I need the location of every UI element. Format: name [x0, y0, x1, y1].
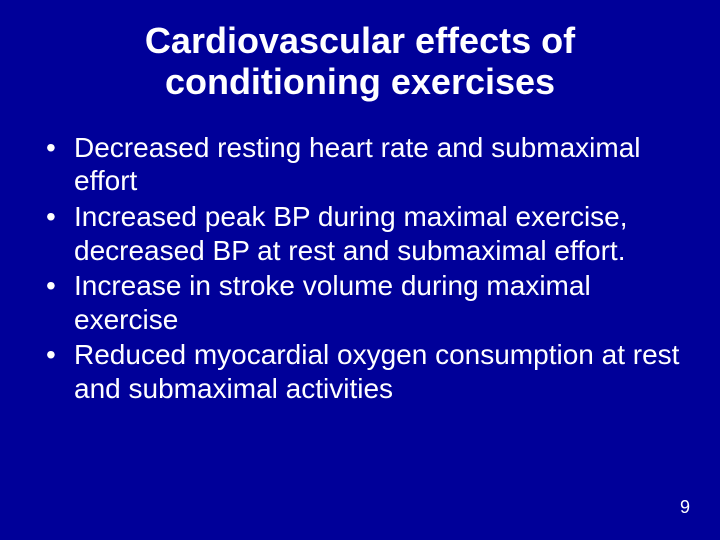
page-number: 9	[680, 497, 690, 518]
bullet-item: Increase in stroke volume during maximal…	[40, 269, 690, 336]
bullet-item: Increased peak BP during maximal exercis…	[40, 200, 690, 267]
bullet-list: Decreased resting heart rate and submaxi…	[30, 131, 690, 406]
slide: Cardiovascular effects of conditioning e…	[0, 0, 720, 540]
bullet-item: Decreased resting heart rate and submaxi…	[40, 131, 690, 198]
bullet-item: Reduced myocardial oxygen consumption at…	[40, 338, 690, 405]
slide-title: Cardiovascular effects of conditioning e…	[30, 20, 690, 103]
